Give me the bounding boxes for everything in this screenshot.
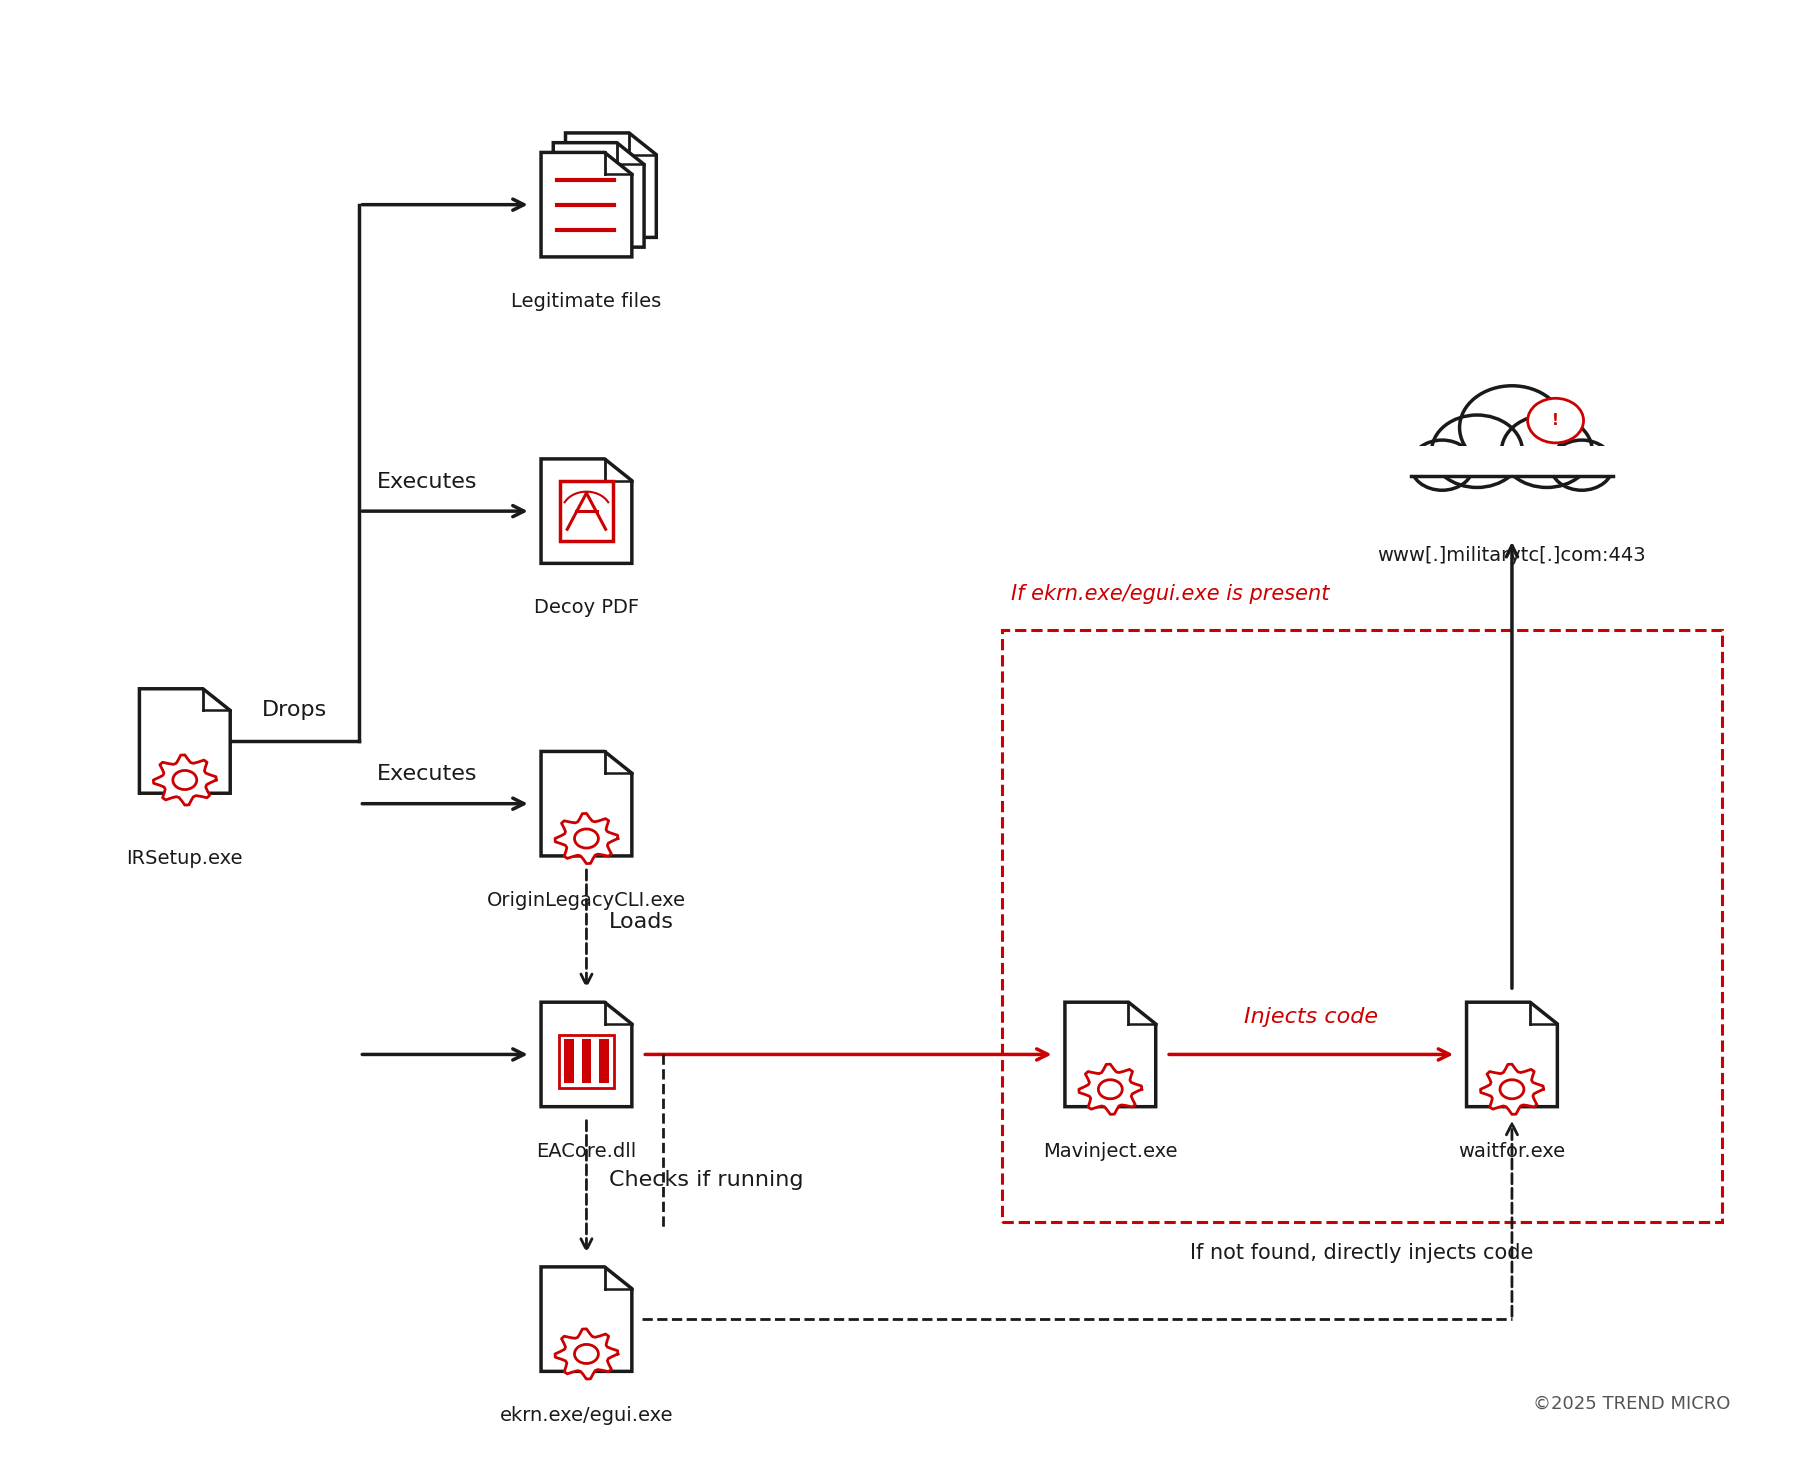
Text: Injects code: Injects code — [1244, 1006, 1379, 1027]
Text: IRSetup.exe: IRSetup.exe — [127, 849, 244, 868]
Polygon shape — [540, 459, 631, 563]
Circle shape — [1432, 415, 1523, 488]
Text: Drops: Drops — [262, 700, 327, 720]
Polygon shape — [153, 754, 216, 805]
Bar — [598, 1039, 609, 1083]
Polygon shape — [540, 1267, 631, 1371]
Bar — [564, 1039, 575, 1083]
Polygon shape — [1064, 1002, 1155, 1107]
Text: EACore.dll: EACore.dll — [537, 1141, 637, 1160]
Text: Decoy PDF: Decoy PDF — [535, 599, 638, 617]
Bar — [582, 1039, 591, 1083]
Bar — [1404, 446, 1621, 476]
Circle shape — [1528, 399, 1584, 443]
Circle shape — [1099, 1080, 1122, 1098]
Text: If not found, directly injects code: If not found, directly injects code — [1190, 1242, 1533, 1263]
Circle shape — [1501, 415, 1592, 488]
Circle shape — [1501, 1080, 1524, 1098]
Text: Mavinject.exe: Mavinject.exe — [1042, 1141, 1177, 1160]
Polygon shape — [1481, 1064, 1543, 1114]
Circle shape — [1459, 385, 1564, 470]
Circle shape — [1412, 440, 1473, 491]
Polygon shape — [540, 751, 631, 857]
Bar — [560, 480, 613, 541]
Circle shape — [575, 828, 598, 848]
Polygon shape — [1466, 1002, 1557, 1107]
Polygon shape — [555, 1329, 618, 1380]
Polygon shape — [566, 133, 657, 237]
Polygon shape — [1079, 1064, 1142, 1114]
Circle shape — [575, 1344, 598, 1363]
Polygon shape — [540, 153, 631, 256]
Text: ©2025 TREND MICRO: ©2025 TREND MICRO — [1533, 1395, 1730, 1412]
Circle shape — [1550, 440, 1613, 491]
Bar — [558, 1036, 613, 1088]
Text: waitfor.exe: waitfor.exe — [1459, 1141, 1566, 1160]
Text: OriginLegacyCLI.exe: OriginLegacyCLI.exe — [487, 891, 686, 910]
Polygon shape — [140, 689, 231, 793]
Polygon shape — [555, 814, 618, 864]
Polygon shape — [540, 1002, 631, 1107]
Text: Executes: Executes — [377, 471, 477, 492]
Text: !: ! — [1552, 413, 1559, 428]
Text: ekrn.exe/egui.exe: ekrn.exe/egui.exe — [500, 1406, 673, 1426]
Text: Loads: Loads — [609, 911, 675, 932]
Text: Checks if running: Checks if running — [609, 1169, 804, 1190]
Circle shape — [173, 771, 196, 790]
Text: Legitimate files: Legitimate files — [511, 292, 662, 311]
Polygon shape — [553, 142, 644, 247]
Text: Executes: Executes — [377, 765, 477, 784]
Text: If ekrn.exe/egui.exe is present: If ekrn.exe/egui.exe is present — [1011, 584, 1330, 605]
Text: www[.]militarytc[.]com:443: www[.]militarytc[.]com:443 — [1377, 545, 1646, 565]
